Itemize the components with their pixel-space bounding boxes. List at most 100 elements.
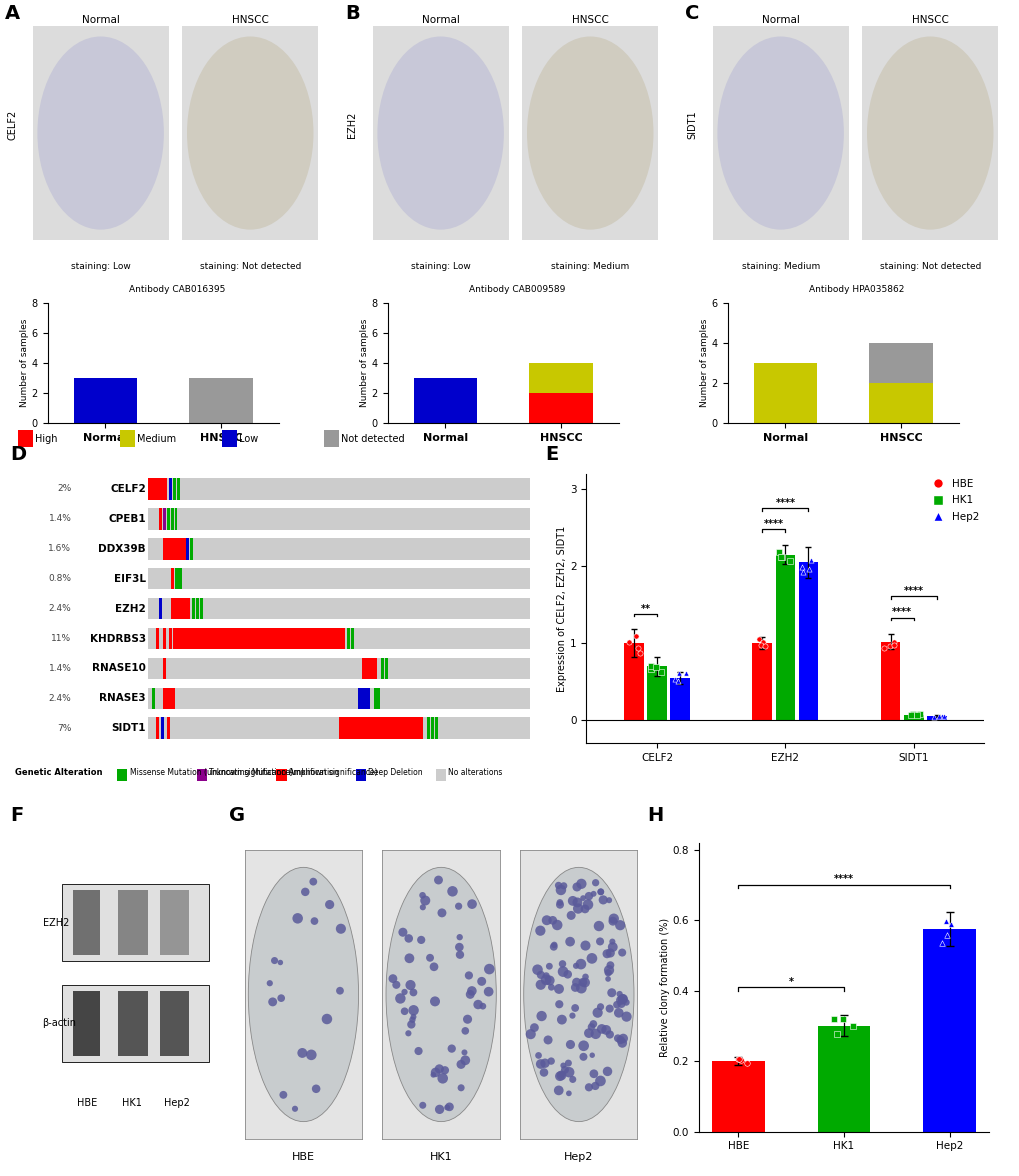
Point bbox=[587, 1024, 603, 1043]
Bar bbox=[148, 597, 530, 620]
Point bbox=[579, 895, 595, 914]
Text: Antibody CAB016395: Antibody CAB016395 bbox=[128, 285, 225, 294]
Point bbox=[413, 930, 429, 949]
Point bbox=[392, 989, 409, 1008]
Point bbox=[585, 1015, 601, 1034]
Bar bbox=[152, 688, 155, 709]
Point bbox=[464, 895, 480, 914]
Bar bbox=[62, 884, 209, 961]
Point bbox=[451, 928, 468, 947]
Text: ****: **** bbox=[903, 586, 923, 596]
Bar bbox=[529, 393, 592, 423]
Point bbox=[425, 1065, 441, 1084]
Point bbox=[601, 1025, 618, 1044]
Y-axis label: Number of samples: Number of samples bbox=[19, 319, 29, 407]
Bar bbox=[163, 657, 166, 680]
Bar bbox=[169, 628, 172, 649]
Point bbox=[611, 916, 628, 935]
Point bbox=[450, 897, 467, 916]
Bar bbox=[148, 537, 530, 560]
Text: KHDRBS3: KHDRBS3 bbox=[90, 634, 146, 643]
Point bbox=[430, 870, 446, 889]
Point bbox=[564, 1007, 580, 1025]
Point bbox=[574, 973, 590, 991]
Bar bbox=[200, 597, 203, 620]
Point bbox=[573, 955, 589, 974]
Point bbox=[480, 982, 496, 1001]
Point bbox=[828, 1024, 845, 1043]
Point bbox=[550, 980, 567, 998]
Point bbox=[538, 967, 554, 985]
Text: CPEB1: CPEB1 bbox=[108, 514, 146, 523]
Point bbox=[587, 874, 603, 893]
Point bbox=[401, 976, 418, 995]
Point bbox=[835, 1010, 851, 1029]
Point bbox=[610, 1003, 627, 1022]
Point bbox=[332, 920, 348, 938]
Point bbox=[559, 965, 576, 984]
Point bbox=[932, 934, 949, 953]
Point bbox=[577, 900, 593, 918]
Point bbox=[551, 895, 568, 914]
Point bbox=[264, 993, 280, 1011]
Point bbox=[569, 893, 585, 911]
Point bbox=[426, 957, 442, 976]
Point bbox=[603, 933, 620, 951]
Point bbox=[577, 973, 593, 991]
Point bbox=[612, 990, 629, 1009]
Text: staining: Medium: staining: Medium bbox=[550, 261, 629, 270]
Point bbox=[771, 547, 788, 566]
Text: 0.8%: 0.8% bbox=[48, 574, 71, 583]
Point bbox=[266, 951, 282, 970]
Bar bbox=[529, 363, 592, 393]
Point bbox=[532, 1055, 548, 1074]
Point bbox=[603, 983, 620, 1002]
Point bbox=[427, 1063, 443, 1082]
Point bbox=[592, 882, 608, 901]
Y-axis label: Expression of CELF2, EZH2, SIDT1: Expression of CELF2, EZH2, SIDT1 bbox=[556, 526, 567, 691]
Point bbox=[538, 911, 554, 930]
Ellipse shape bbox=[248, 868, 359, 1122]
Point bbox=[611, 1030, 628, 1049]
Point bbox=[319, 1010, 335, 1029]
Point bbox=[824, 1009, 841, 1028]
Point bbox=[614, 1029, 631, 1048]
Bar bbox=[362, 657, 377, 680]
Text: EZH2: EZH2 bbox=[346, 112, 357, 138]
Point bbox=[568, 956, 584, 975]
Text: High: High bbox=[35, 434, 57, 443]
Point bbox=[605, 909, 622, 928]
Point bbox=[550, 1081, 567, 1100]
Point bbox=[396, 1002, 413, 1021]
Text: SIDT1: SIDT1 bbox=[687, 111, 697, 139]
Bar bbox=[926, 716, 946, 720]
Point bbox=[800, 560, 816, 579]
Text: EZH2: EZH2 bbox=[115, 603, 146, 614]
Point bbox=[452, 1055, 469, 1074]
Point bbox=[577, 968, 593, 987]
Bar bbox=[172, 628, 344, 649]
Point bbox=[594, 890, 610, 909]
Bar bbox=[711, 1061, 764, 1131]
Bar bbox=[148, 508, 530, 529]
Bar bbox=[431, 717, 434, 739]
Text: A: A bbox=[5, 4, 20, 22]
Point bbox=[434, 1069, 450, 1088]
Point bbox=[642, 656, 658, 675]
Point bbox=[529, 961, 545, 980]
Text: Antibody HPA035862: Antibody HPA035862 bbox=[808, 285, 904, 294]
Point bbox=[908, 706, 924, 724]
Title: Normal: Normal bbox=[421, 15, 460, 25]
Text: CELF2: CELF2 bbox=[110, 483, 146, 494]
Point bbox=[443, 1040, 460, 1058]
Point bbox=[461, 965, 477, 984]
Point bbox=[793, 557, 809, 576]
Text: ****: **** bbox=[834, 875, 853, 884]
Text: 2.4%: 2.4% bbox=[49, 694, 71, 703]
Text: ****: **** bbox=[892, 607, 911, 617]
Point bbox=[459, 1010, 475, 1029]
Point bbox=[462, 985, 478, 1004]
Point bbox=[552, 881, 569, 900]
Text: 1.4%: 1.4% bbox=[49, 664, 71, 673]
Bar bbox=[190, 537, 193, 560]
